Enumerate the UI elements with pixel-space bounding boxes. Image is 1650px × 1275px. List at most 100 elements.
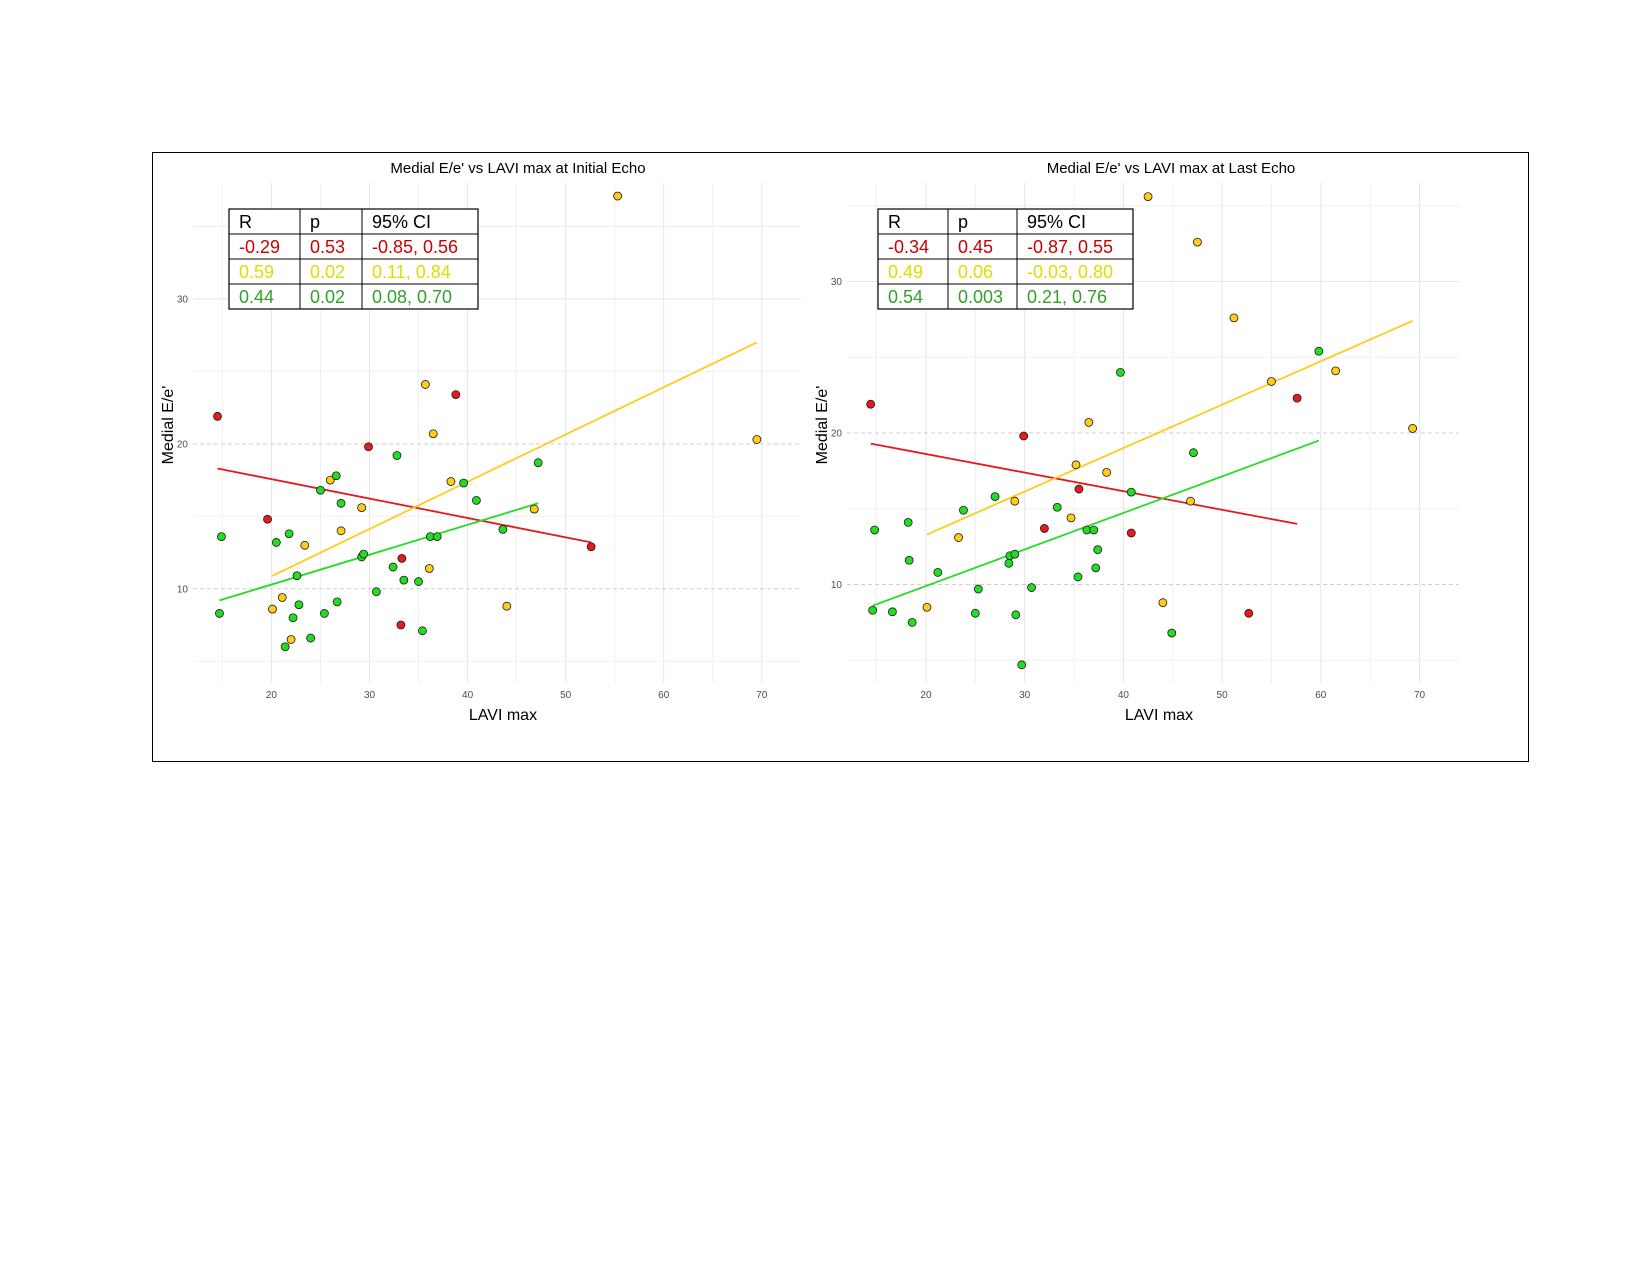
- x-tick-label: 70: [756, 690, 768, 701]
- chart-panel-1: 20 30 40 50 60 70 10 20 30 Medial E/e' vs LAVI ma…: [160, 160, 801, 724]
- data-point-green: [472, 495, 481, 505]
- y-tick-label: 30: [831, 277, 843, 288]
- x-tick-label: 70: [1414, 690, 1426, 701]
- stats-table-cell-red: -0.29: [239, 237, 280, 257]
- data-point-green: [1189, 448, 1198, 458]
- x-tick-label: 30: [364, 690, 376, 701]
- data-point-green: [418, 626, 427, 636]
- y-tick-label: 10: [177, 584, 189, 595]
- data-point-yellow: [1193, 237, 1202, 247]
- data-point-green: [215, 609, 224, 618]
- data-point-green: [284, 529, 294, 539]
- data-point-yellow: [1267, 377, 1276, 386]
- data-point-yellow: [336, 526, 346, 536]
- data-point-green: [870, 525, 880, 535]
- x-tick-label: 20: [920, 690, 932, 701]
- data-point-yellow: [922, 602, 932, 612]
- data-point-yellow: [1066, 513, 1076, 523]
- data-point-red: [364, 442, 373, 452]
- data-point-red: [1040, 524, 1049, 533]
- stats-table-header: R: [239, 212, 252, 232]
- data-point-yellow: [1408, 424, 1418, 433]
- fit-line-yellow: [926, 320, 1413, 536]
- stats-table-cell-yellow: 0.06: [958, 262, 993, 282]
- y-tick-label: 30: [177, 294, 189, 305]
- stats-table-header: 95% CI: [1027, 212, 1086, 232]
- data-point-green: [294, 600, 304, 610]
- stats-table-cell-red: 0.45: [958, 237, 993, 257]
- data-point-green: [1089, 525, 1099, 535]
- data-point-green: [903, 517, 913, 527]
- fit-line-green: [219, 502, 539, 602]
- data-point-red: [397, 553, 407, 563]
- data-point-red: [1244, 608, 1254, 618]
- x-tick-label: 30: [1019, 690, 1031, 701]
- data-point-green: [970, 608, 980, 618]
- data-point-green: [1052, 502, 1062, 512]
- stats-table-header: p: [310, 212, 320, 232]
- stats-table-header: R: [888, 212, 901, 232]
- data-point-green: [332, 597, 342, 607]
- data-point-green: [331, 471, 341, 481]
- data-point-yellow: [1084, 417, 1094, 427]
- data-point-red: [1019, 431, 1029, 441]
- data-point-green: [1027, 583, 1036, 592]
- data-point-green: [280, 642, 290, 652]
- data-point-red: [1126, 528, 1136, 538]
- data-point-green: [1011, 610, 1021, 620]
- data-point-green: [359, 549, 369, 559]
- data-point-green: [1010, 549, 1020, 559]
- stats-table-cell-green: 0.44: [239, 287, 274, 307]
- data-point-yellow: [1010, 496, 1020, 506]
- data-point-yellow: [502, 601, 512, 611]
- data-point-green: [414, 577, 423, 586]
- data-point-yellow: [268, 604, 277, 614]
- x-tick-label: 40: [462, 690, 474, 701]
- data-point-green: [498, 524, 508, 534]
- data-point-red: [213, 411, 222, 421]
- y-tick-label: 20: [177, 439, 189, 450]
- data-point-green: [1004, 558, 1014, 568]
- data-point-yellow: [357, 503, 367, 513]
- stats-table-cell-green: 0.003: [958, 287, 1003, 307]
- x-tick-label: 60: [1315, 690, 1327, 701]
- data-point-yellow: [277, 593, 287, 602]
- data-point-yellow: [752, 435, 762, 444]
- data-point-green: [933, 567, 943, 577]
- fit-line-green: [872, 439, 1320, 607]
- data-point-green: [1093, 545, 1103, 555]
- x-tick-label: 20: [266, 690, 278, 701]
- stats-table-cell-yellow: 0.59: [239, 262, 274, 282]
- fit-line-red: [217, 467, 592, 544]
- data-point-yellow: [1331, 366, 1341, 376]
- data-point-yellow: [1071, 460, 1081, 470]
- x-axis-label: LAVI max: [469, 707, 537, 724]
- stats-table-cell-yellow: 0.11, 0.84: [372, 262, 451, 282]
- data-point-green: [388, 562, 398, 572]
- x-tick-label: 50: [1217, 690, 1229, 701]
- stats-table-cell-yellow: -0.03, 0.80: [1027, 262, 1113, 282]
- data-point-red: [586, 542, 596, 552]
- data-point-green: [990, 492, 1000, 502]
- data-point-green: [1017, 660, 1027, 670]
- data-point-yellow: [300, 540, 310, 550]
- x-tick-label: 60: [658, 690, 670, 701]
- data-point-green: [320, 609, 329, 618]
- data-point-green: [306, 633, 316, 643]
- data-point-yellow: [529, 504, 539, 514]
- data-point-green: [533, 458, 543, 468]
- data-point-green: [907, 617, 917, 627]
- data-point-green: [432, 532, 442, 542]
- stats-table-cell-red: -0.34: [888, 237, 929, 257]
- stats-table-header: 95% CI: [372, 212, 431, 232]
- data-point-green: [1314, 346, 1324, 356]
- stats-table-cell-yellow: 0.49: [888, 262, 923, 282]
- stats-table-cell-yellow: 0.02: [310, 262, 345, 282]
- data-point-yellow: [1229, 313, 1239, 323]
- stats-table-cell-green: 0.08, 0.70: [372, 287, 452, 307]
- stats-table-cell-green: 0.21, 0.76: [1027, 287, 1107, 307]
- data-point-green: [868, 605, 878, 615]
- data-point-green: [271, 538, 281, 547]
- data-point-green: [973, 584, 983, 594]
